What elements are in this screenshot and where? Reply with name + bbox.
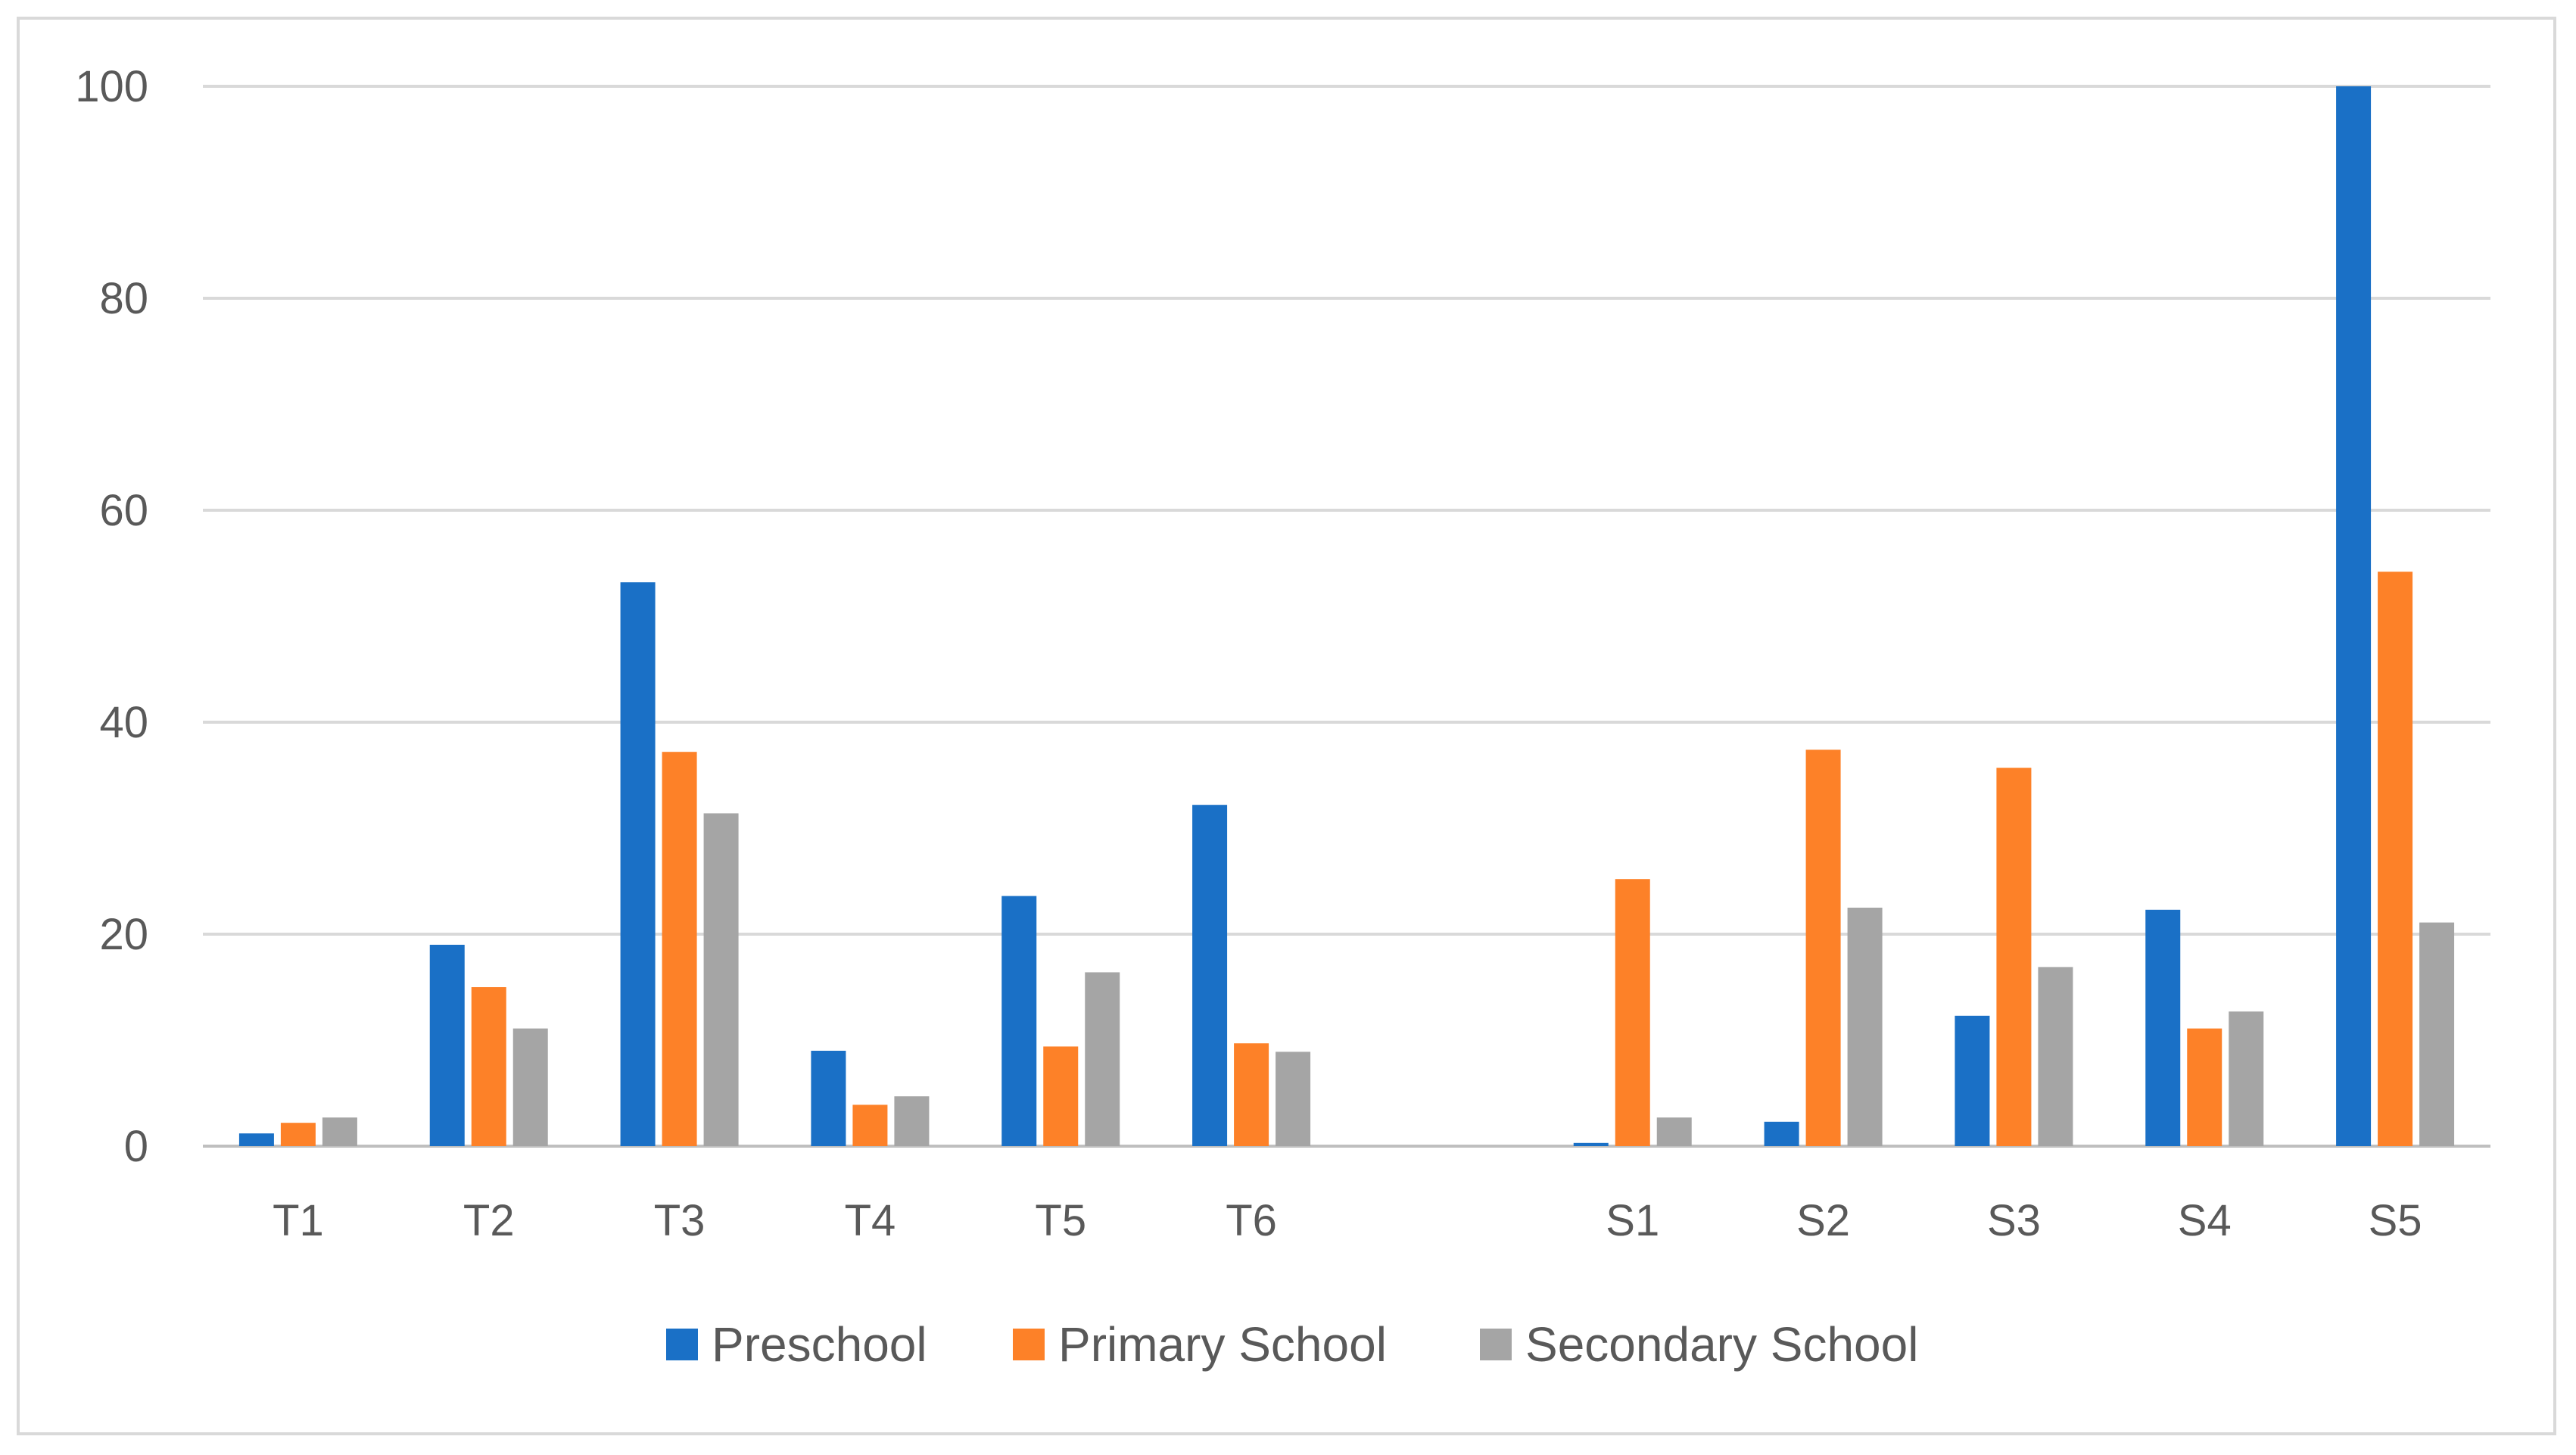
- bar-secondary-school-s1: [1656, 1117, 1692, 1146]
- y-tick-label: 0: [124, 1122, 148, 1171]
- x-tick-label: T1: [273, 1196, 324, 1245]
- chart-frame: [17, 17, 2556, 1435]
- x-tick-label: T5: [1035, 1196, 1086, 1245]
- bar-preschool-s4: [2145, 909, 2181, 1146]
- bar-secondary-school-t4: [894, 1096, 930, 1146]
- legend-item-preschool: Preschool: [666, 1317, 927, 1372]
- bar-preschool-s2: [1764, 1121, 1799, 1146]
- bar-secondary-school-s5: [2419, 922, 2455, 1146]
- bar-primary-school-t3: [662, 752, 697, 1146]
- bar-secondary-school-s2: [1847, 908, 1883, 1146]
- bar-preschool-t4: [811, 1051, 846, 1146]
- bar-preschool-t6: [1192, 805, 1228, 1146]
- x-tick-label: T2: [463, 1196, 515, 1245]
- bar-primary-school-t5: [1043, 1046, 1079, 1146]
- legend-item-primary-school: Primary School: [1013, 1317, 1387, 1372]
- bar-secondary-school-s3: [2038, 967, 2073, 1146]
- bar-secondary-school-t5: [1085, 972, 1120, 1146]
- bar-preschool-t2: [429, 945, 465, 1146]
- bar-primary-school-s3: [1996, 768, 2032, 1146]
- bar-primary-school-s1: [1615, 879, 1650, 1146]
- x-tick-label: S1: [1606, 1196, 1659, 1245]
- bar-primary-school-s2: [1805, 749, 1841, 1146]
- bar-primary-school-s4: [2187, 1028, 2222, 1146]
- gridlines: [203, 85, 2490, 1148]
- legend: Preschool Primary School Secondary School: [666, 1317, 1918, 1372]
- legend-item-secondary-school: Secondary School: [1480, 1317, 1918, 1372]
- bar-secondary-school-s4: [2229, 1011, 2264, 1146]
- x-tick-label: S5: [2369, 1196, 2422, 1245]
- bar-preschool-s5: [2336, 86, 2372, 1146]
- x-tick-label: S2: [1796, 1196, 1850, 1245]
- bar-primary-school-t2: [471, 987, 506, 1146]
- x-tick-label: T4: [845, 1196, 896, 1245]
- bar-preschool-s1: [1573, 1142, 1609, 1146]
- y-tick-label: 80: [99, 274, 148, 323]
- bar-preschool-t3: [620, 582, 656, 1146]
- y-tick-label: 20: [99, 910, 148, 959]
- bar-preschool-t5: [1001, 896, 1037, 1146]
- x-tick-label: S4: [2178, 1196, 2232, 1245]
- y-axis-ticks: 0 20 40 60 80 100: [75, 62, 148, 1171]
- bar-secondary-school-t2: [512, 1028, 548, 1146]
- bar-preschool-t1: [238, 1133, 274, 1146]
- legend-label: Secondary School: [1525, 1317, 1918, 1372]
- bar-primary-school-s5: [2378, 572, 2413, 1146]
- x-tick-label: T6: [1226, 1196, 1277, 1245]
- bar-secondary-school-t1: [322, 1117, 357, 1146]
- x-tick-label: S3: [1987, 1196, 2041, 1245]
- y-tick-label: 40: [99, 698, 148, 747]
- legend-swatch: [666, 1329, 698, 1360]
- legend-swatch: [1013, 1329, 1045, 1360]
- legend-label: Preschool: [712, 1317, 927, 1372]
- bar-primary-school-t4: [852, 1104, 888, 1146]
- bar-secondary-school-t3: [703, 813, 739, 1146]
- y-tick-label: 60: [99, 486, 148, 535]
- legend-swatch: [1480, 1329, 1512, 1360]
- bar-primary-school-t6: [1234, 1043, 1269, 1146]
- bar-preschool-s3: [1955, 1015, 1990, 1146]
- bar-primary-school-t1: [280, 1123, 316, 1146]
- x-axis-ticks: T1 T2 T3 T4 T5 T6 S1 S2 S3 S4 S5: [273, 1196, 2422, 1245]
- x-tick-label: T3: [654, 1196, 706, 1245]
- bar-secondary-school-t6: [1276, 1052, 1311, 1146]
- legend-label: Primary School: [1058, 1317, 1387, 1372]
- bars: [238, 86, 2455, 1146]
- y-tick-label: 100: [75, 62, 148, 111]
